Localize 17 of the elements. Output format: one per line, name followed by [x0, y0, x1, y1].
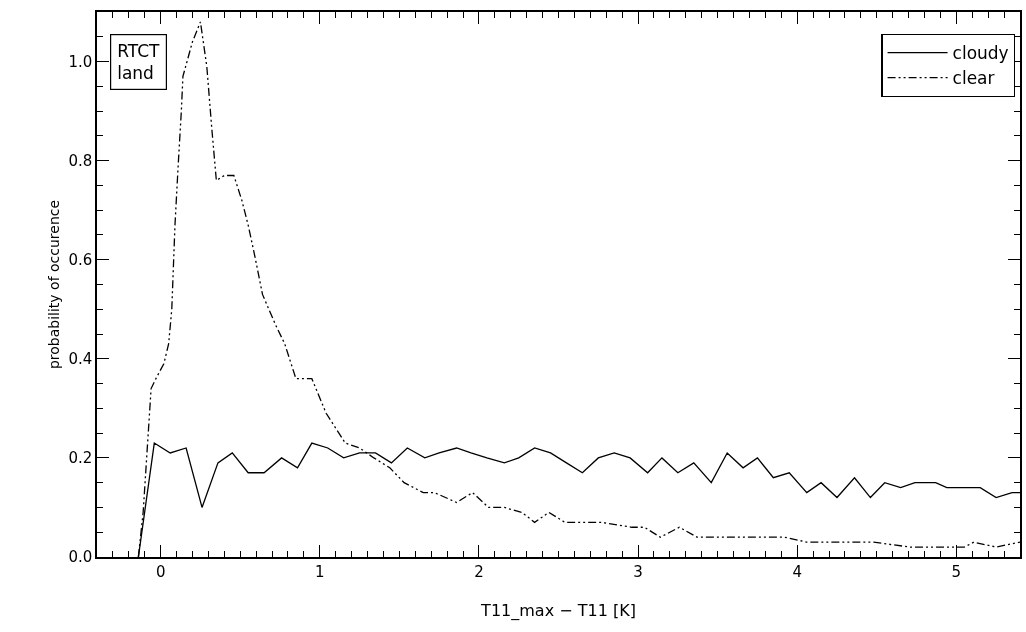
x-tick-label: 5: [951, 562, 962, 581]
legend-label: cloudy: [952, 43, 1009, 64]
y-tick-label: 0.0: [68, 548, 93, 567]
x-tick-label: 4: [792, 562, 802, 581]
x-tick-label: 1: [315, 562, 325, 581]
y-tick-label: 1.0: [68, 52, 93, 71]
y-tick-label: 0.4: [68, 350, 93, 369]
x-tick-label: 2: [474, 562, 484, 581]
y-axis-title: probability of occurence: [45, 199, 62, 370]
y-tick-label: 0.8: [68, 151, 93, 170]
y-tick-label: 0.6: [68, 250, 93, 269]
annotation: RTCT land: [117, 41, 161, 84]
x-tick-label: 3: [633, 562, 643, 581]
x-tick-label: 0: [155, 562, 166, 581]
y-tick-label: 0.2: [68, 449, 93, 468]
legend-label: clear: [952, 68, 995, 89]
x-axis-title: T11_max − T11 [K]: [480, 600, 636, 621]
